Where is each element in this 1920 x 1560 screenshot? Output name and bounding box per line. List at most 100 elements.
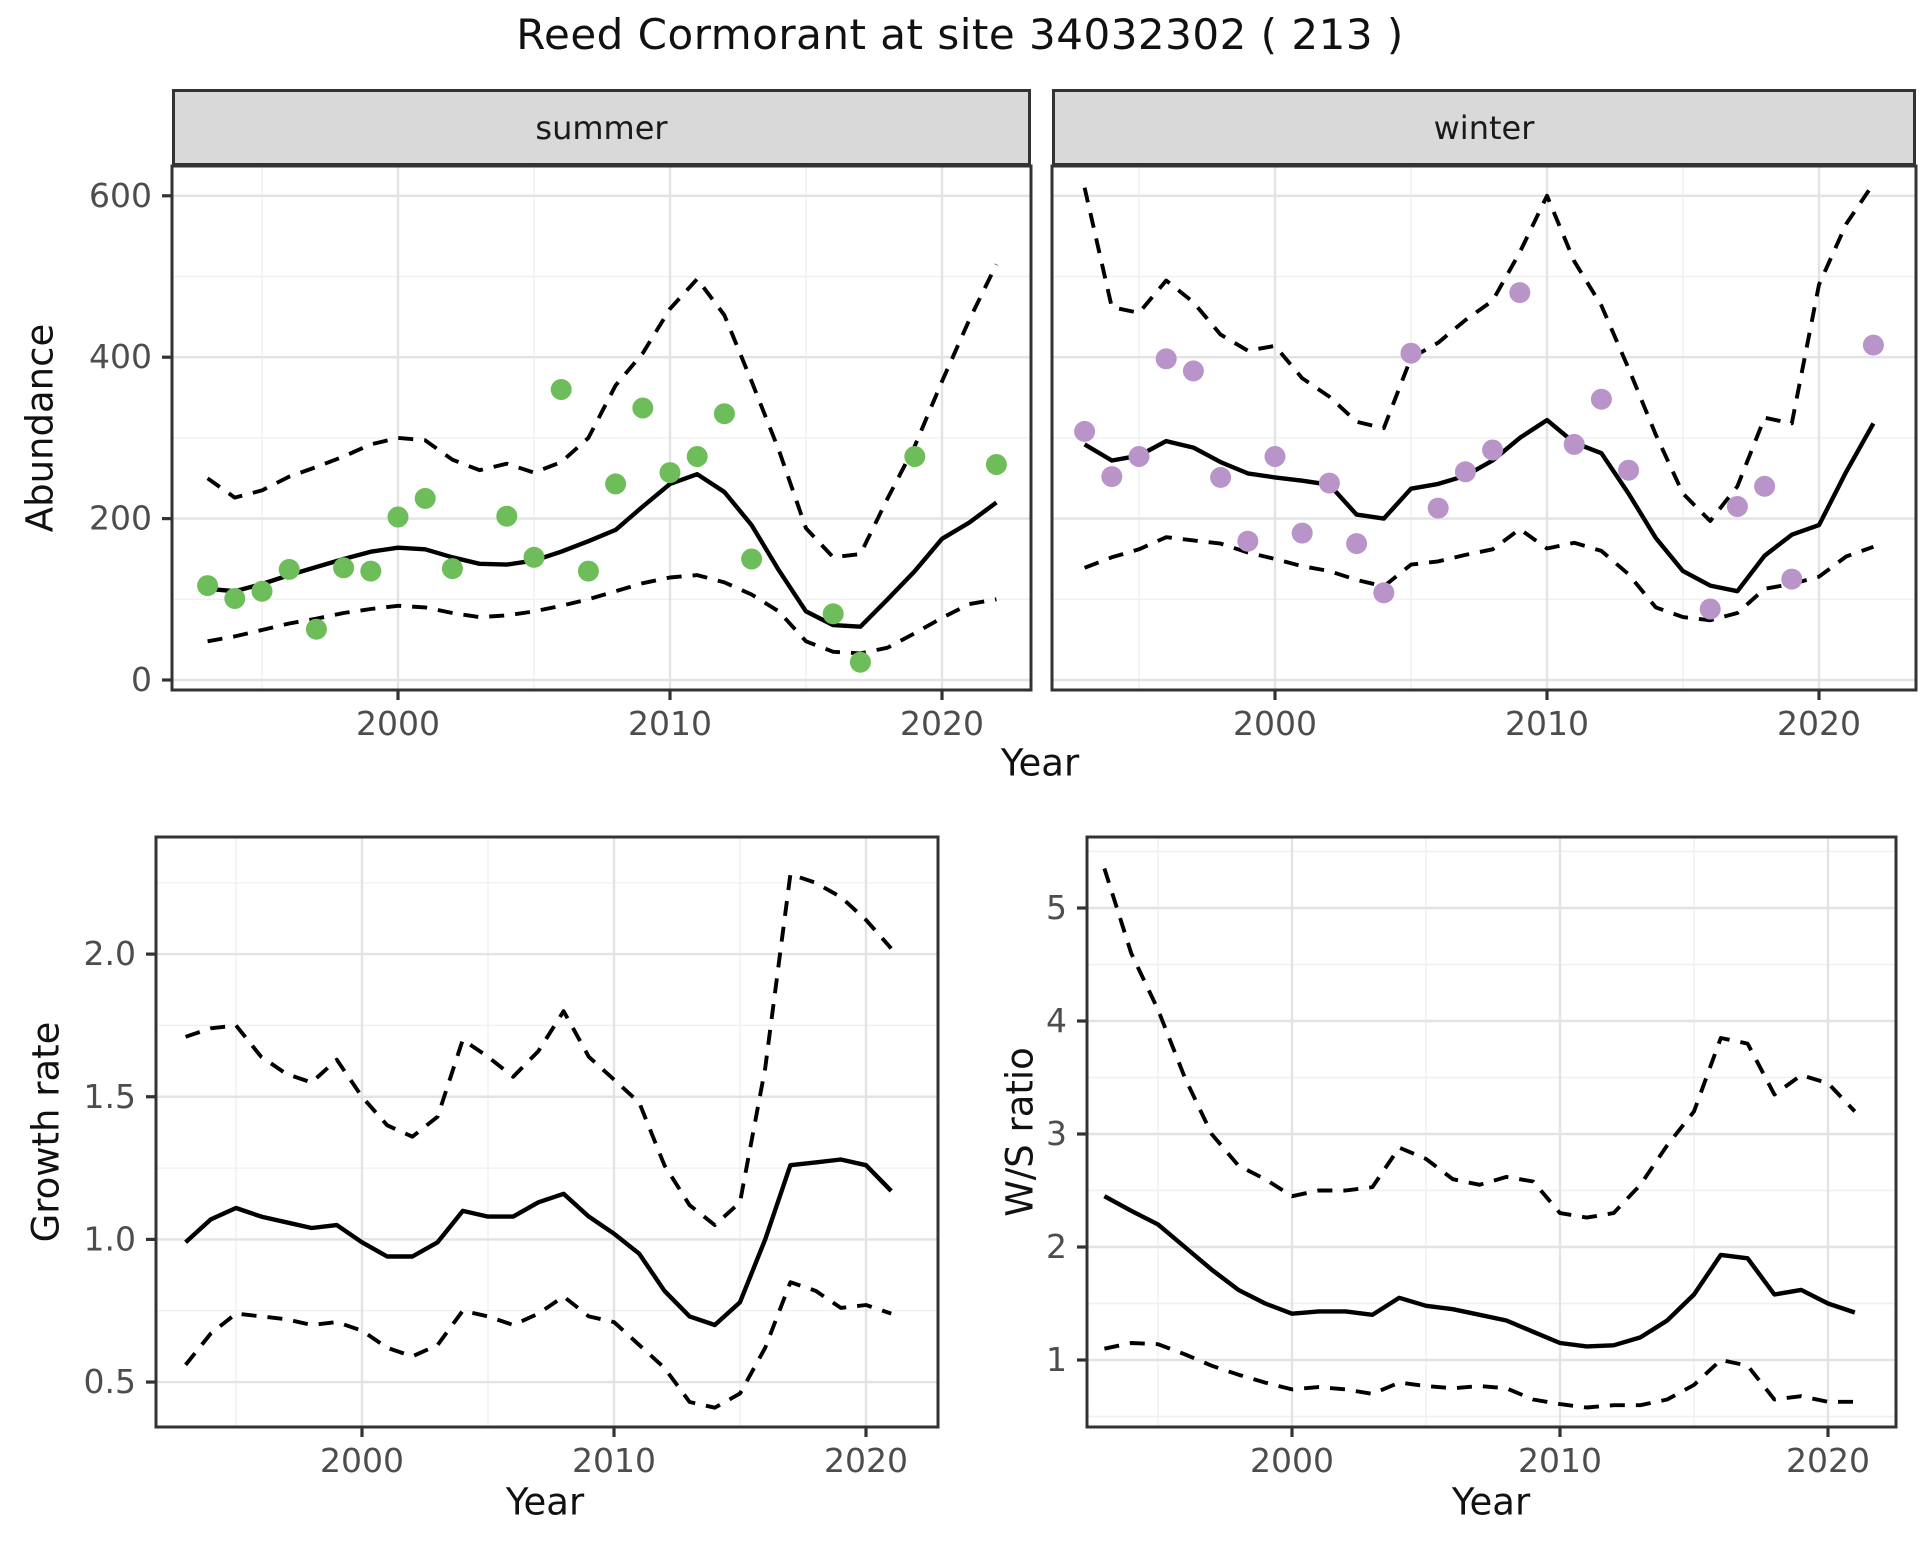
y-tick-label: 600 bbox=[89, 176, 152, 215]
x-axis-title-year-top: Year bbox=[1000, 741, 1080, 785]
ws-ratio-upper_ci-line bbox=[1102, 867, 1857, 1220]
abundance-winter-point bbox=[1128, 446, 1150, 467]
x-tick-label: 2000 bbox=[320, 1441, 404, 1480]
abundance-winter-point bbox=[1101, 466, 1123, 488]
abundance-winter-point bbox=[1427, 497, 1449, 519]
y-tick-label: 400 bbox=[89, 337, 152, 376]
y-tick-label: 0.5 bbox=[84, 1362, 136, 1401]
x-tick-label: 2000 bbox=[1250, 1441, 1334, 1480]
x-tick-label: 2010 bbox=[1505, 704, 1589, 743]
abundance-winter-point bbox=[1482, 439, 1504, 461]
y-tick-label: 1.5 bbox=[84, 1077, 136, 1116]
x-tick-label: 2020 bbox=[1777, 704, 1861, 743]
abundance-summer-point bbox=[985, 454, 1007, 475]
abundance-winter-point bbox=[1264, 446, 1286, 467]
abundance-summer-point bbox=[224, 588, 246, 609]
abundance-summer-point bbox=[550, 379, 572, 400]
abundance-summer-point bbox=[523, 546, 545, 568]
abundance-winter-point bbox=[1781, 568, 1803, 590]
x-tick-label: 2000 bbox=[1233, 704, 1317, 743]
abundance-winter-point bbox=[1346, 533, 1368, 555]
abundance-winter-point bbox=[1318, 472, 1340, 494]
abundance-summer-point bbox=[659, 462, 681, 484]
abundance-summer-point bbox=[577, 560, 599, 582]
y-tick-label: 4 bbox=[1046, 1001, 1067, 1040]
y-tick-label: 1 bbox=[1046, 1340, 1067, 1379]
ws-ratio-fit-line bbox=[1103, 1194, 1856, 1349]
abundance-winter-point bbox=[1618, 459, 1640, 481]
abundance-summer-point bbox=[713, 403, 735, 425]
abundance-winter-upper_ci-line bbox=[1082, 182, 1876, 523]
growth-rate-upper_ci-line bbox=[184, 872, 893, 1228]
abundance-summer-point bbox=[849, 651, 871, 673]
x-axis-title-year-bottom-left: Year bbox=[505, 1480, 585, 1524]
abundance-summer-point bbox=[305, 618, 327, 640]
x-tick-label: 2020 bbox=[824, 1441, 908, 1480]
y-axis-title-ws-ratio: W/S ratio bbox=[998, 1047, 1042, 1217]
facet-strip-winter-label: winter bbox=[1433, 108, 1535, 147]
series-abundance-winter bbox=[1082, 182, 1876, 623]
abundance-summer-point bbox=[251, 580, 273, 602]
x-tick-label: 2010 bbox=[1518, 1441, 1602, 1480]
abundance-winter-point bbox=[1155, 348, 1177, 370]
abundance-summer-points bbox=[197, 379, 1007, 673]
abundance-summer-point bbox=[904, 446, 926, 467]
abundance-winter-point bbox=[1563, 433, 1585, 455]
growth-rate-lower_ci-line bbox=[184, 1280, 892, 1410]
abundance-winter-point bbox=[1210, 466, 1232, 488]
growth-rate-fit-line bbox=[184, 1157, 893, 1328]
abundance-summer-lower_ci-line bbox=[207, 573, 997, 656]
plot-title: Reed Cormorant at site 34032302 ( 213 ) bbox=[516, 10, 1404, 59]
abundance-summer-point bbox=[387, 506, 409, 528]
abundance-winter-point bbox=[1373, 582, 1395, 604]
abundance-summer-point bbox=[741, 548, 763, 570]
abundance-winter-point bbox=[1754, 475, 1776, 497]
abundance-winter-point bbox=[1074, 420, 1096, 442]
abundance-winter-fit-line bbox=[1083, 417, 1876, 594]
x-tick-label: 2010 bbox=[572, 1441, 656, 1480]
abundance-summer-point bbox=[360, 560, 382, 582]
facet-strip-summer-label: summer bbox=[535, 108, 668, 147]
abundance-summer-point bbox=[197, 575, 219, 597]
y-tick-label: 200 bbox=[89, 499, 152, 538]
abundance-winter-point bbox=[1237, 530, 1259, 552]
y-axis-title-growth-rate: Growth rate bbox=[24, 1021, 68, 1243]
abundance-winter-point bbox=[1182, 360, 1204, 382]
abundance-winter-point bbox=[1862, 334, 1884, 356]
y-tick-label: 3 bbox=[1046, 1114, 1067, 1153]
ws-ratio-lower_ci-line bbox=[1103, 1341, 1855, 1410]
panel-ws-ratio: 2000 2010 2020 1 2 3 4 5 bbox=[1046, 835, 1898, 1480]
abundance-summer-point bbox=[333, 557, 355, 579]
series-growth-rate bbox=[184, 872, 893, 1410]
abundance-winter-point bbox=[1454, 461, 1476, 483]
abundance-winter-points bbox=[1074, 282, 1884, 620]
panel-growth-rate: 2000 2010 2020 0.5 1.0 1.5 2.0 bbox=[84, 835, 940, 1480]
abundance-winter-point bbox=[1726, 496, 1748, 517]
y-tick-label: 2.0 bbox=[84, 934, 136, 973]
y-tick-label: 5 bbox=[1046, 888, 1067, 927]
abundance-winter-point bbox=[1590, 388, 1612, 410]
abundance-summer-point bbox=[632, 397, 654, 419]
abundance-summer-point bbox=[686, 446, 708, 467]
x-axis-title-year-bottom-right: Year bbox=[1451, 1480, 1531, 1524]
abundance-summer-point bbox=[822, 603, 844, 625]
facet-strip-summer: summer bbox=[172, 89, 1031, 166]
abundance-winter-point bbox=[1400, 342, 1422, 364]
x-tick-label: 2020 bbox=[1786, 1441, 1870, 1480]
x-tick-label: 2010 bbox=[628, 704, 712, 743]
abundance-summer-point bbox=[605, 473, 627, 495]
abundance-winter-lower_ci-line bbox=[1083, 527, 1875, 623]
x-tick-label: 2020 bbox=[900, 704, 984, 743]
y-axis-title-abundance: Abundance bbox=[18, 323, 62, 533]
abundance-summer-point bbox=[496, 505, 518, 527]
facet-strip-winter: winter bbox=[1052, 89, 1916, 166]
abundance-summer-point bbox=[414, 487, 436, 509]
abundance-summer-point bbox=[441, 558, 463, 580]
abundance-winter-point bbox=[1699, 598, 1721, 620]
y-tick-label: 2 bbox=[1046, 1227, 1067, 1266]
abundance-winter-point bbox=[1291, 522, 1313, 544]
abundance-winter-point bbox=[1509, 282, 1531, 304]
x-tick-label: 2000 bbox=[356, 704, 440, 743]
